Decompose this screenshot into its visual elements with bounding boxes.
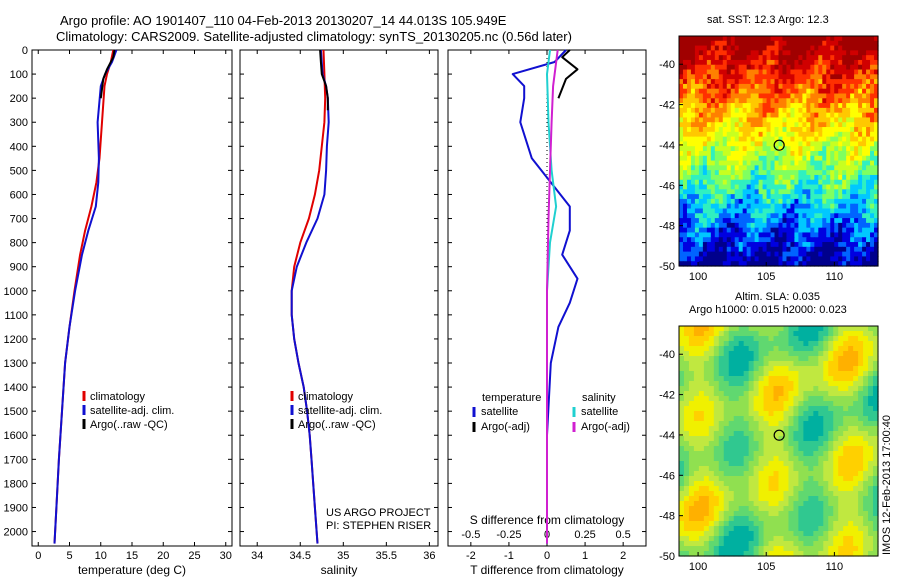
x2tick-label: 0.5 — [616, 529, 631, 541]
xtick-label: 34 — [251, 550, 263, 562]
legend-label: satellite-adj. clim. — [90, 405, 174, 417]
map-ytick-label: -50 — [659, 261, 675, 273]
sla-map-title: Altim. SLA: 0.035 — [735, 291, 820, 303]
xtick-label: 34.5 — [290, 550, 311, 562]
x-axis-label: T difference from climatology — [470, 563, 624, 577]
ytick-label: 1000 — [4, 286, 28, 298]
figure-title-line2: Climatology: CARS2009. Satellite-adjuste… — [56, 29, 572, 44]
ytick-label: 0 — [22, 45, 28, 57]
xtick-label: 15 — [126, 550, 138, 562]
ytick-label: 1400 — [4, 382, 28, 394]
map-xtick-label: 110 — [826, 271, 844, 283]
ytick-label: 1500 — [4, 406, 28, 418]
xtick-label: 36 — [423, 550, 435, 562]
ytick-label: 600 — [10, 189, 28, 201]
xtick-label: 30 — [220, 550, 232, 562]
ytick-label: 1200 — [4, 334, 28, 346]
legend-label: Argo(-adj) — [581, 421, 630, 433]
xtick-label: 2 — [620, 550, 626, 562]
legend-label: satellite — [481, 406, 518, 418]
sst-map-cells — [679, 36, 879, 267]
sst-map-frame — [678, 35, 879, 267]
ytick-label: 2000 — [4, 527, 28, 539]
map-ytick-label: -44 — [659, 430, 675, 442]
map-ytick-label: -46 — [659, 180, 675, 192]
xtick-label: -2 — [466, 550, 476, 562]
legend-label: Argo(-adj) — [481, 421, 530, 433]
legend-header: temperature — [482, 392, 541, 404]
ytick-label: 1800 — [4, 478, 28, 490]
ytick-label: 200 — [10, 93, 28, 105]
legend-label: satellite — [581, 406, 618, 418]
xtick-label: 35 — [337, 550, 349, 562]
map-xtick-label: 105 — [757, 271, 775, 283]
map-ytick-label: -42 — [659, 100, 675, 112]
x2tick-label: -0.5 — [461, 529, 480, 541]
series-line-difference-profile-3 — [546, 49, 559, 544]
map-ytick-label: -40 — [659, 349, 675, 361]
ytick-label: 300 — [10, 117, 28, 129]
x2tick-label: -0.25 — [496, 529, 521, 541]
ytick-label: 1700 — [4, 454, 28, 466]
map-xtick-label: 100 — [689, 271, 707, 283]
credit-text: IMOS 12-Feb-2013 17:00:40 — [881, 415, 893, 555]
ytick-label: 1300 — [4, 358, 28, 370]
map-xtick-label: 105 — [757, 561, 775, 573]
legend-label: satellite-adj. clim. — [298, 405, 382, 417]
xtick-label: -1 — [504, 550, 514, 562]
series-line-salinity-profile-2 — [319, 49, 329, 111]
xtick-label: 0 — [544, 550, 550, 562]
argo-position-marker — [773, 429, 785, 441]
sla-map-cells — [679, 326, 879, 557]
xtick-label: 25 — [188, 550, 200, 562]
ytick-label: 1900 — [4, 502, 28, 514]
map-xtick-label: 110 — [826, 561, 844, 573]
legend-label: climatology — [298, 391, 354, 403]
x-axis-label: salinity — [321, 563, 358, 577]
ytick-label: 500 — [10, 165, 28, 177]
legend-label: Argo(..raw -QC) — [90, 419, 168, 431]
map-ytick-label: -48 — [659, 221, 675, 233]
xtick-label: 0 — [35, 550, 41, 562]
xtick-label: 1 — [582, 550, 588, 562]
x2tick-label: 0.25 — [574, 529, 595, 541]
ytick-label: 1600 — [4, 430, 28, 442]
annotation-text: PI: STEPHEN RISER — [326, 520, 431, 532]
map-ytick-label: -42 — [659, 390, 675, 402]
panel-frame-salinity-profile — [239, 49, 439, 547]
sst-map-title: sat. SST: 12.3 Argo: 12.3 — [707, 14, 829, 26]
map-ytick-label: -48 — [659, 511, 675, 523]
argo-position-marker — [773, 139, 785, 151]
legend-label: climatology — [90, 391, 146, 403]
xtick-label: 20 — [157, 550, 169, 562]
x-axis-label: temperature (deg C) — [78, 563, 186, 577]
map-ytick-label: -40 — [659, 59, 675, 71]
ytick-label: 400 — [10, 141, 28, 153]
ytick-label: 100 — [10, 69, 28, 81]
ytick-label: 700 — [10, 214, 28, 226]
xtick-label: 10 — [95, 550, 107, 562]
map-ytick-label: -50 — [659, 551, 675, 563]
panel-frame-temperature-profile — [31, 49, 233, 547]
sla-map-frame — [678, 325, 879, 557]
xtick-label: 35.5 — [376, 550, 397, 562]
legend-header: salinity — [582, 392, 616, 404]
map-ytick-label: -44 — [659, 140, 675, 152]
ytick-label: 1100 — [4, 310, 28, 322]
sla-map-subtitle: Argo h1000: 0.015 h2000: 0.023 — [689, 304, 847, 316]
ytick-label: 900 — [10, 262, 28, 274]
xtick-label: 5 — [66, 550, 72, 562]
map-xtick-label: 100 — [689, 561, 707, 573]
annotation-text: US ARGO PROJECT — [326, 507, 431, 519]
series-line-difference-profile-1 — [557, 49, 579, 99]
legend-label: Argo(..raw -QC) — [298, 419, 376, 431]
ytick-label: 800 — [10, 238, 28, 250]
map-ytick-label: -46 — [659, 470, 675, 482]
figure-title-line1: Argo profile: AO 1901407_110 04-Feb-2013… — [60, 13, 507, 28]
series-line-difference-profile-0 — [511, 49, 579, 544]
series-line-temperature-profile-2 — [99, 49, 116, 99]
